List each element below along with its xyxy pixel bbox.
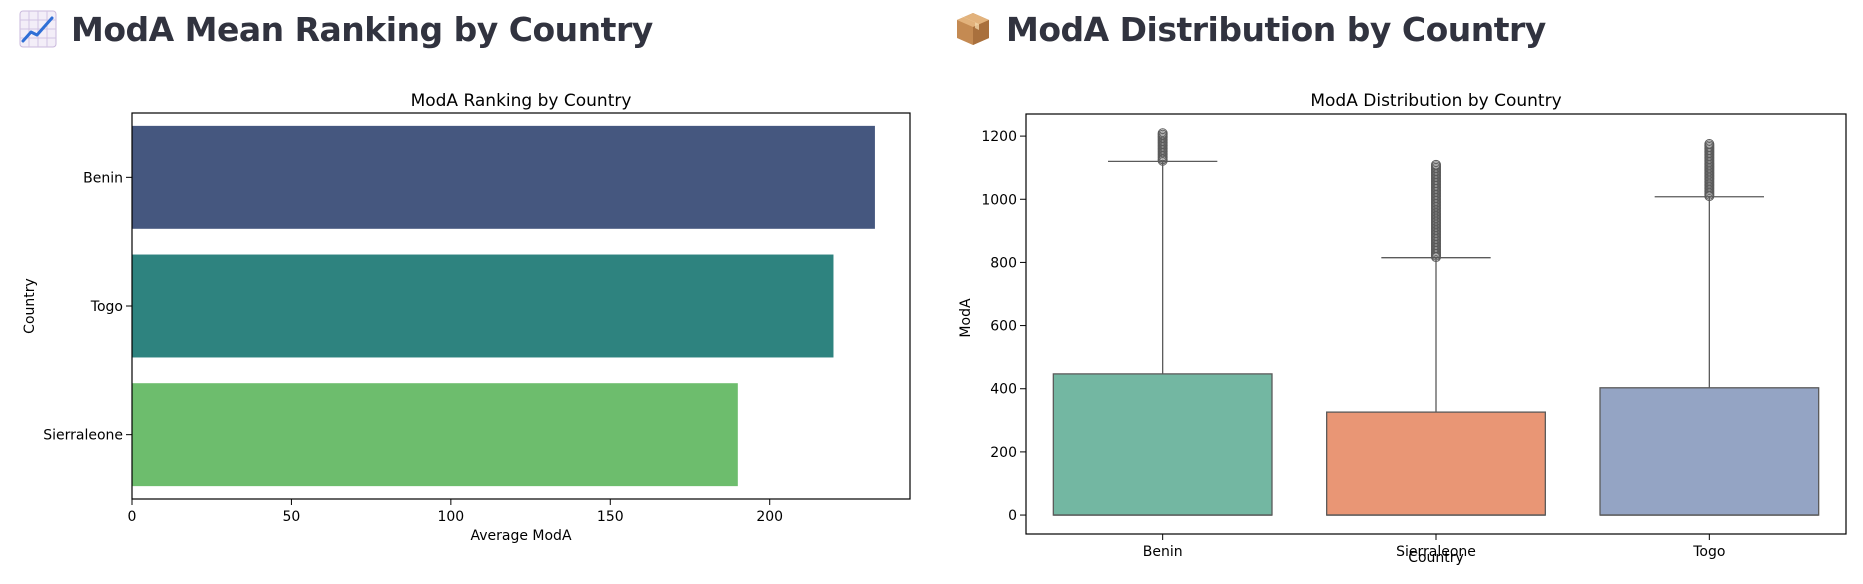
section-title: ModA Distribution by Country xyxy=(1006,9,1546,49)
bar-sierraleone xyxy=(132,383,738,487)
bar-chart: ModA Ranking by Country 0 50 100 150 200 Ben… xyxy=(22,91,911,544)
chart-title: ModA Distribution by Country xyxy=(1310,91,1561,111)
outlier-point xyxy=(1431,159,1441,170)
bar-benin xyxy=(132,125,875,229)
y-tick-label: Sierraleone xyxy=(43,428,123,444)
box-togo xyxy=(1599,387,1820,516)
y-tick-label: 0 xyxy=(1008,508,1017,524)
y-tick-label: 200 xyxy=(990,445,1017,461)
y-axis-ticks: Benin Togo Sierraleone xyxy=(43,170,132,444)
y-axis-label: ModA xyxy=(958,298,974,338)
box-group xyxy=(1052,128,1820,516)
x-tick-label: Togo xyxy=(1692,544,1725,560)
y-tick-label: 800 xyxy=(990,255,1017,271)
package-icon xyxy=(957,13,989,45)
right-panel: ModA Distribution by Country ModA Distri… xyxy=(930,0,1863,584)
outlier-point xyxy=(1157,128,1168,139)
y-tick-label: 600 xyxy=(990,319,1017,335)
section-title: ModA Mean Ranking by Country xyxy=(71,9,653,49)
y-tick-label: Benin xyxy=(83,170,123,186)
x-tick-label: 150 xyxy=(597,509,624,525)
x-tick-label: 100 xyxy=(437,509,464,525)
x-axis-label: Average ModA xyxy=(470,528,571,544)
bar-group xyxy=(132,125,875,487)
x-tick-label: 50 xyxy=(283,509,301,525)
x-tick-label: Sierraleone xyxy=(1396,544,1476,560)
left-panel: ModA Mean Ranking by Country ModA Rankin… xyxy=(0,0,930,584)
chart-increasing-icon xyxy=(19,10,57,48)
y-tick-label: 1000 xyxy=(981,192,1017,208)
box-chart: ModA Distribution by Country Benin Sierra… xyxy=(958,91,1847,566)
chart-title: ModA Ranking by Country xyxy=(411,91,632,111)
box-sierraleone xyxy=(1326,411,1546,516)
x-tick-label: 0 xyxy=(128,509,137,525)
x-tick-label: Benin xyxy=(1143,544,1183,560)
outlier-point xyxy=(1704,139,1715,149)
y-axis-ticks: 0 200 400 600 800 1000 1200 xyxy=(981,129,1026,524)
x-axis-label: Country xyxy=(1408,550,1464,566)
y-tick-label: 400 xyxy=(990,382,1017,398)
y-axis-label: Country xyxy=(22,278,38,334)
x-axis-ticks: 0 50 100 150 200 xyxy=(128,499,783,525)
y-tick-label: Togo xyxy=(90,299,123,315)
section-heading-ranking: ModA Mean Ranking by Country xyxy=(19,4,653,54)
y-tick-label: 1200 xyxy=(981,129,1017,145)
x-tick-label: 200 xyxy=(756,509,783,525)
box-benin xyxy=(1052,373,1273,516)
bar-togo xyxy=(132,254,834,358)
section-heading-distribution: ModA Distribution by Country xyxy=(954,4,1546,54)
x-axis-ticks: Benin Sierraleone Togo xyxy=(1143,534,1725,560)
